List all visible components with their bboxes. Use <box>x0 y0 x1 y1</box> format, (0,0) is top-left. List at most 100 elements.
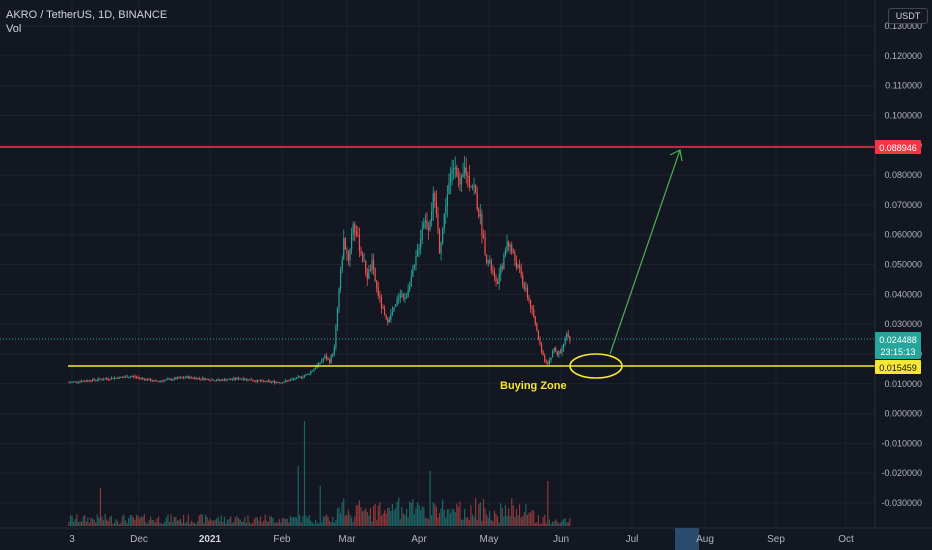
candle-body <box>500 266 502 275</box>
volume-bar <box>104 514 106 526</box>
volume-bar <box>390 511 392 526</box>
candle-body <box>107 378 109 380</box>
candle-body <box>124 376 127 378</box>
volume-bar <box>420 510 422 526</box>
candle-body <box>164 380 166 382</box>
volume-bar <box>214 519 216 526</box>
candle-body <box>564 337 566 344</box>
candle-body <box>537 330 540 340</box>
volume-bar <box>319 486 321 526</box>
volume-bar <box>269 515 271 526</box>
symbol-title[interactable]: AKRO / TetherUS, 1D, BINANCE <box>6 9 168 21</box>
candle-body <box>286 380 288 382</box>
volume-bar <box>569 518 571 526</box>
volume-bar <box>438 512 441 526</box>
candle-body <box>434 193 436 201</box>
volume-bar <box>222 521 224 526</box>
volume-bar <box>387 507 389 526</box>
volume-bar <box>280 522 282 526</box>
volume-bar <box>322 516 324 526</box>
volume-bar <box>409 501 411 526</box>
volume-bar <box>288 522 290 526</box>
candle-body <box>464 167 466 174</box>
volume-bar <box>479 502 481 526</box>
time-axis-highlight <box>675 528 699 550</box>
candle-body <box>504 249 507 256</box>
candle-body <box>446 194 448 206</box>
candle-body <box>503 255 505 269</box>
candle-body <box>300 376 302 378</box>
volume-bar <box>514 516 516 526</box>
time-axis[interactable]: 3 Dec 2021 Feb Mar Apr May Jun Jul Aug Sep Oct <box>69 534 854 545</box>
volume-bar <box>415 507 417 526</box>
currency-label[interactable]: USDT <box>888 8 928 24</box>
candle-body <box>179 377 182 379</box>
candle-body <box>292 379 295 381</box>
candle-body <box>540 344 543 353</box>
candle-body <box>551 351 554 358</box>
candle-body <box>368 269 370 280</box>
volume-bar <box>349 514 351 526</box>
volume-bar <box>206 516 208 526</box>
candle-body <box>498 274 500 284</box>
candle-body <box>415 256 417 266</box>
volume-bar <box>540 523 543 526</box>
volume-bar <box>110 515 112 526</box>
volume-bar <box>399 519 401 526</box>
volume-bar <box>209 518 211 526</box>
volume-bar <box>258 520 260 526</box>
y-tick-label: 0.080000 <box>884 170 922 180</box>
volume-bar <box>346 514 348 526</box>
volume-bar <box>445 517 447 526</box>
candle-body <box>236 377 238 380</box>
x-tick-label: Feb <box>273 534 291 545</box>
volume-bar <box>407 517 409 526</box>
volume-indicator-label[interactable]: Vol <box>6 23 22 35</box>
candle-body <box>385 314 387 319</box>
svg-text:0.024488: 0.024488 <box>879 335 917 345</box>
candle-body <box>421 229 423 239</box>
candle-body <box>569 336 571 341</box>
candle-body <box>379 296 381 298</box>
candle-body <box>536 323 538 331</box>
volume-bar <box>274 522 276 526</box>
candle-body <box>198 377 200 379</box>
volume-bar <box>230 516 232 526</box>
candle-body <box>371 260 373 271</box>
candle-body <box>237 377 240 380</box>
volume-bar <box>156 518 158 526</box>
candle-body <box>566 333 568 338</box>
candle-body <box>321 360 323 363</box>
x-tick-label: Dec <box>130 534 148 545</box>
volume-bar <box>402 513 405 526</box>
volume-bar <box>310 520 312 526</box>
candle-body <box>486 254 488 263</box>
volume-bar <box>432 502 434 526</box>
candle-body <box>162 380 164 382</box>
candle-body <box>146 379 149 381</box>
volume-bar <box>456 503 458 526</box>
candle-body <box>539 339 541 345</box>
candle-body <box>267 380 269 382</box>
candle-body <box>203 377 205 380</box>
volume-bar <box>172 522 174 526</box>
candle-body <box>204 378 207 380</box>
volume-bar <box>186 521 188 526</box>
volume-bar <box>391 504 394 526</box>
price-axis-background <box>875 0 932 528</box>
volume-bars <box>68 421 571 526</box>
candle-body <box>360 251 362 255</box>
candle-body <box>277 382 279 384</box>
candle-body <box>200 378 202 380</box>
candle-body <box>117 377 119 379</box>
candle-body <box>319 362 321 364</box>
candle-body <box>187 376 189 379</box>
volume-bar <box>85 521 87 526</box>
candle-body <box>120 376 122 378</box>
x-tick-label: Jul <box>626 534 639 545</box>
candle-body <box>115 377 117 379</box>
candle-body <box>296 377 298 379</box>
volume-bar <box>536 522 538 526</box>
volume-bar <box>446 509 448 526</box>
